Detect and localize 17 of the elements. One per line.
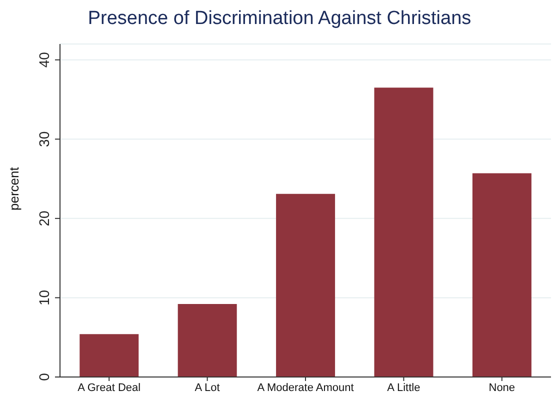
bar <box>276 194 336 377</box>
x-tick-label: A Lot <box>194 382 220 394</box>
y-axis-title: percent <box>6 166 22 210</box>
x-tick-label: None <box>488 382 516 394</box>
y-tick-label: 40 <box>36 52 52 68</box>
bar <box>178 304 237 377</box>
x-tick-label: A Moderate Amount <box>257 382 354 394</box>
bar <box>374 88 434 377</box>
x-tick-label: A Little <box>387 382 420 394</box>
y-tick-label: 20 <box>36 210 52 226</box>
chart-title: Presence of Discrimination Against Christians <box>86 8 472 30</box>
y-tick-label: 0 <box>36 372 52 381</box>
bar <box>80 334 139 377</box>
x-tick-label: A Great Deal <box>78 382 141 394</box>
y-tick-label: 30 <box>36 131 52 147</box>
y-tick-label: 10 <box>36 290 52 306</box>
bar <box>472 173 532 377</box>
